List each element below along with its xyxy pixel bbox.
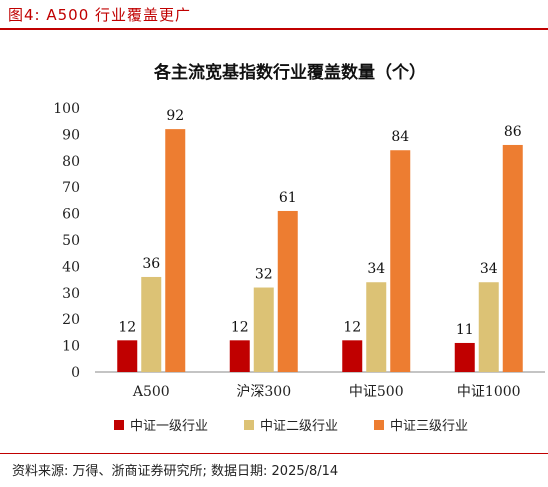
bar bbox=[277, 210, 298, 372]
legend-label: 中证二级行业 bbox=[260, 419, 338, 434]
y-tick-label: 100 bbox=[53, 101, 80, 117]
data-label: 11 bbox=[456, 322, 474, 338]
bar bbox=[165, 129, 186, 372]
y-tick-label: 0 bbox=[71, 365, 80, 381]
x-tick-label: 沪深300 bbox=[236, 384, 291, 400]
bar bbox=[366, 282, 387, 372]
y-tick-label: 30 bbox=[62, 286, 80, 302]
bar bbox=[478, 282, 499, 372]
data-label: 36 bbox=[142, 256, 160, 272]
y-tick-label: 90 bbox=[62, 127, 80, 143]
bar bbox=[454, 342, 475, 372]
chart-title: 各主流宽基指数行业覆盖数量（个） bbox=[153, 62, 426, 83]
bar bbox=[390, 150, 411, 372]
legend-swatch bbox=[374, 420, 384, 430]
bar-group: 12 36 92 12 32 61 12 34 84 11 34 86 bbox=[117, 108, 523, 372]
data-label: 32 bbox=[255, 267, 273, 283]
legend: 中证一级行业 中证二级行业 中证三级行业 bbox=[114, 419, 468, 434]
data-label: 34 bbox=[480, 261, 498, 277]
bar bbox=[253, 287, 274, 372]
data-label: 61 bbox=[279, 190, 297, 206]
y-tick-label: 80 bbox=[62, 154, 80, 170]
source-note: 资料来源: 万得、浙商证券研究所; 数据日期: 2025/8/14 bbox=[12, 464, 339, 479]
x-tick-label: 中证1000 bbox=[457, 384, 521, 400]
legend-swatch bbox=[114, 420, 124, 430]
legend-label: 中证一级行业 bbox=[130, 419, 208, 434]
bar bbox=[229, 340, 250, 372]
bar bbox=[342, 340, 363, 372]
y-axis: 0 10 20 30 40 50 60 70 80 90 100 bbox=[53, 101, 80, 381]
figure-header: 图4: A500 行业覆盖更广 bbox=[0, 0, 548, 30]
data-label: 12 bbox=[118, 319, 136, 335]
y-tick-label: 40 bbox=[62, 259, 80, 275]
data-label: 84 bbox=[391, 129, 409, 145]
bar bbox=[502, 144, 523, 372]
bar bbox=[141, 276, 162, 372]
y-tick-label: 60 bbox=[62, 207, 80, 223]
figure-label: 图4: A500 行业覆盖更广 bbox=[8, 6, 192, 24]
y-tick-label: 20 bbox=[62, 312, 80, 328]
data-label: 12 bbox=[343, 319, 361, 335]
x-axis-labels: A500 沪深300 中证500 中证1000 bbox=[132, 384, 521, 400]
data-label: 12 bbox=[231, 319, 249, 335]
legend-swatch bbox=[244, 420, 254, 430]
data-label: 86 bbox=[504, 124, 522, 140]
header-rule bbox=[0, 28, 548, 30]
y-tick-label: 70 bbox=[62, 180, 80, 196]
x-tick-label: A500 bbox=[132, 384, 170, 400]
y-tick-label: 50 bbox=[62, 233, 80, 249]
bar-chart: 各主流宽基指数行业覆盖数量（个） 0102030405060708090100 … bbox=[53, 62, 545, 434]
x-tick-label: 中证500 bbox=[349, 384, 404, 400]
y-tick-label: 10 bbox=[62, 339, 80, 355]
legend-label: 中证三级行业 bbox=[390, 419, 468, 434]
source-rule bbox=[0, 453, 548, 454]
data-label: 34 bbox=[367, 261, 385, 277]
bar bbox=[117, 340, 138, 372]
data-label: 92 bbox=[166, 108, 184, 124]
